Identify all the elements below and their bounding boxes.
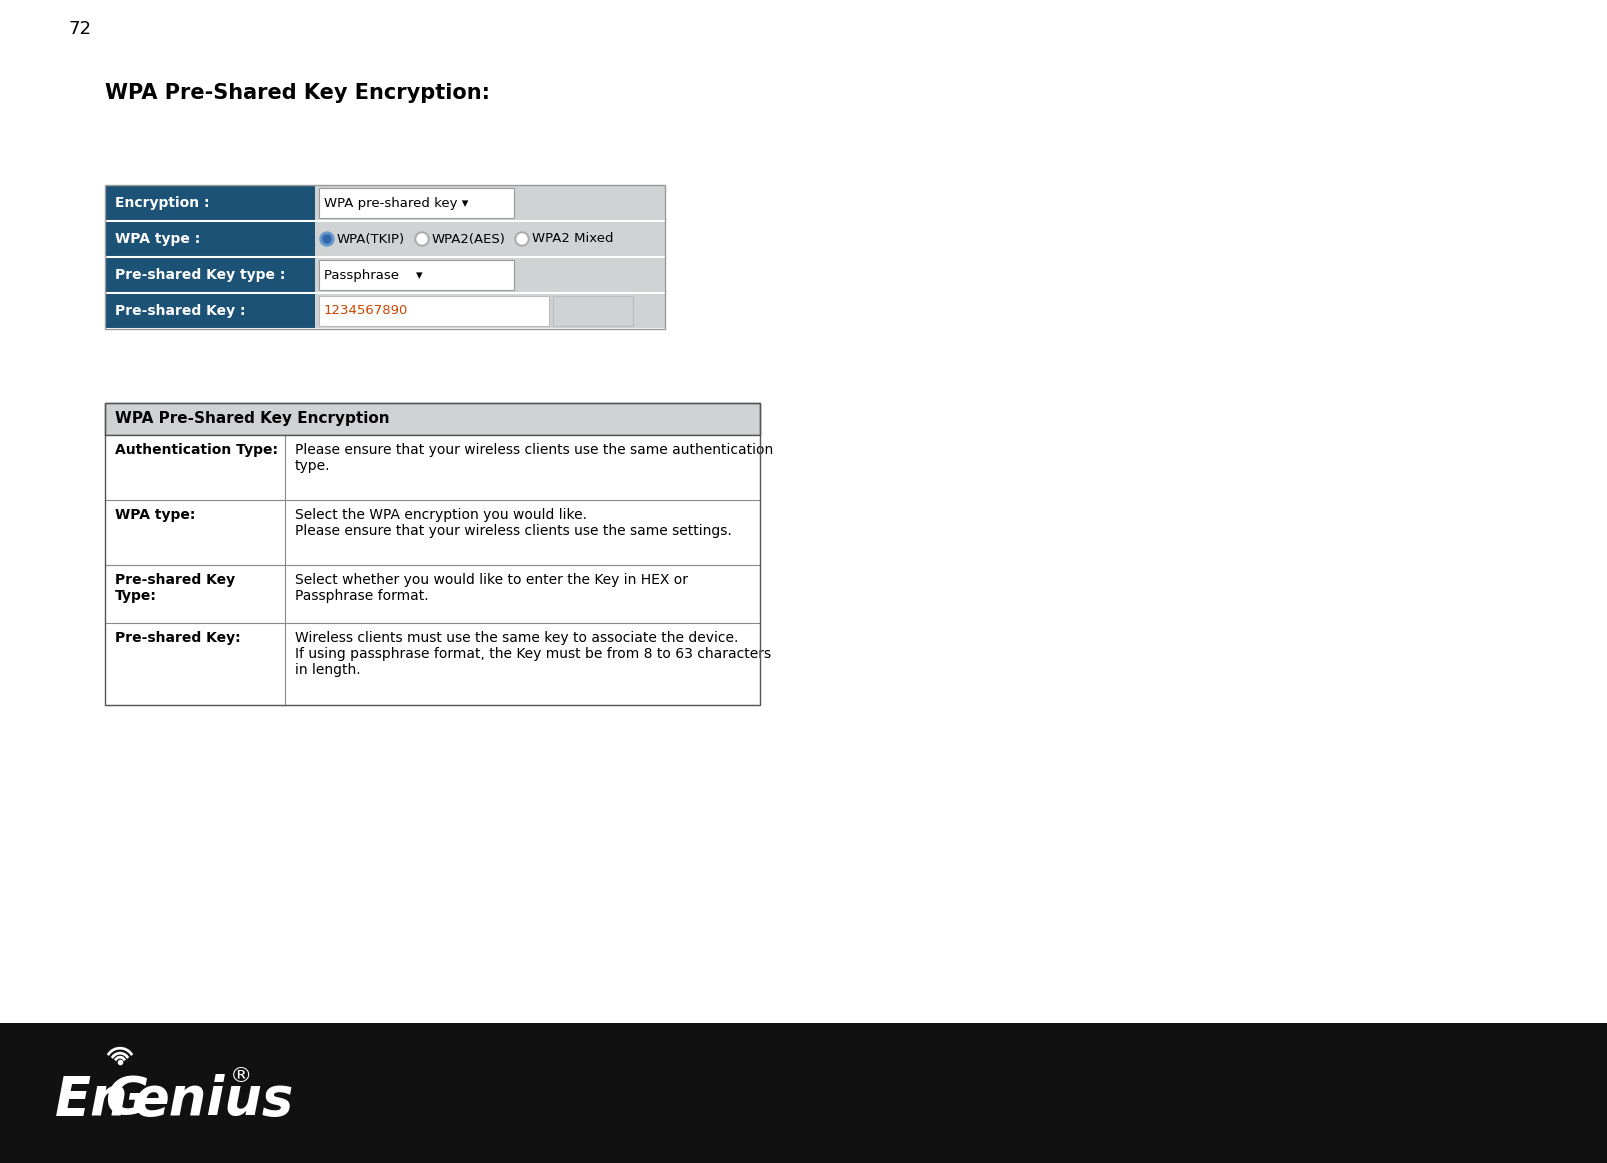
- Bar: [104, 185, 315, 221]
- Bar: [104, 185, 665, 329]
- Circle shape: [320, 231, 334, 247]
- Text: 1234567890: 1234567890: [325, 305, 408, 317]
- Text: WPA pre-shared key ▾: WPA pre-shared key ▾: [325, 197, 468, 209]
- Circle shape: [514, 231, 529, 247]
- Text: Wireless clients must use the same key to associate the device.
If using passphr: Wireless clients must use the same key t…: [296, 632, 771, 677]
- Text: enius: enius: [133, 1073, 292, 1126]
- Text: WPA Pre-Shared Key Encryption:: WPA Pre-Shared Key Encryption:: [104, 83, 490, 104]
- Circle shape: [416, 234, 427, 244]
- Text: Please ensure that your wireless clients use the same authentication
type.: Please ensure that your wireless clients…: [296, 443, 773, 473]
- Bar: [320, 188, 514, 217]
- Bar: [315, 293, 665, 329]
- Text: G: G: [104, 1073, 148, 1126]
- Circle shape: [517, 234, 527, 244]
- Text: Pre-shared Key :: Pre-shared Key :: [116, 304, 246, 317]
- Bar: [315, 221, 665, 257]
- Bar: [104, 257, 315, 293]
- Text: Passphrase    ▾: Passphrase ▾: [325, 269, 423, 281]
- Text: Authentication Type:: Authentication Type:: [116, 443, 278, 457]
- Bar: [315, 185, 665, 221]
- Text: 72: 72: [67, 20, 92, 38]
- Text: En: En: [55, 1073, 129, 1126]
- Text: Pre-shared Key
Type:: Pre-shared Key Type:: [116, 573, 235, 604]
- Text: WPA(TKIP): WPA(TKIP): [337, 233, 405, 245]
- Text: ®: ®: [230, 1066, 252, 1086]
- Bar: [315, 257, 665, 293]
- Bar: [104, 565, 760, 623]
- Bar: [320, 261, 514, 290]
- Bar: [104, 435, 760, 500]
- Bar: [104, 293, 315, 329]
- Bar: [553, 297, 633, 326]
- Text: Select the WPA encryption you would like.
Please ensure that your wireless clien: Select the WPA encryption you would like…: [296, 508, 731, 538]
- Bar: [104, 404, 760, 435]
- Circle shape: [323, 235, 331, 243]
- Text: WPA2 Mixed: WPA2 Mixed: [532, 233, 614, 245]
- Text: WPA Pre-Shared Key Encryption: WPA Pre-Shared Key Encryption: [116, 412, 389, 427]
- Text: Pre-shared Key type :: Pre-shared Key type :: [116, 267, 286, 281]
- Text: WPA2(AES): WPA2(AES): [432, 233, 506, 245]
- Text: Select whether you would like to enter the Key in HEX or
Passphrase format.: Select whether you would like to enter t…: [296, 573, 688, 604]
- Bar: [0, 1023, 1607, 1163]
- Text: WPA type :: WPA type :: [116, 231, 201, 247]
- Text: Pre-shared Key:: Pre-shared Key:: [116, 632, 241, 645]
- Circle shape: [415, 231, 429, 247]
- Bar: [104, 221, 315, 257]
- Bar: [320, 297, 550, 326]
- Bar: [104, 623, 760, 705]
- Text: Encryption :: Encryption :: [116, 197, 209, 211]
- Bar: [104, 500, 760, 565]
- Bar: [104, 404, 760, 705]
- Text: WPA type:: WPA type:: [116, 508, 196, 522]
